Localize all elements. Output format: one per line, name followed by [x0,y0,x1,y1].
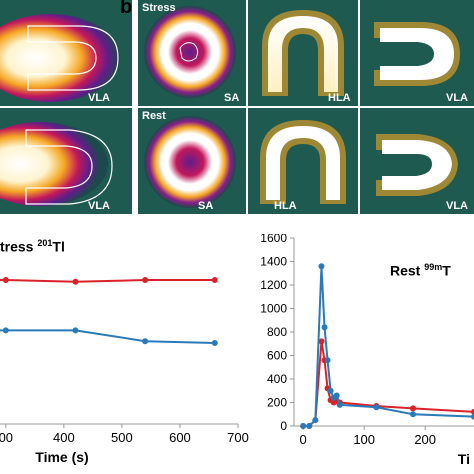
stress-hla-image [248,0,358,106]
y-tick-label: 600 [267,349,287,363]
x-tick-label: 400 [53,430,75,445]
series-point-blue [336,401,343,408]
series-point-red [72,278,79,285]
y-tick-label: 1000 [260,302,287,316]
x-axis-label: Time (s) [35,449,88,465]
series-point-blue [324,357,331,364]
x-axis-label: Ti [458,451,470,467]
view-label-rest-hla: HLA [274,200,297,212]
series-point-blue [211,340,218,346]
series-point-blue [312,417,319,424]
series-point-blue [2,327,9,334]
series-point-blue [373,404,380,411]
rest-title-end: T [442,262,451,279]
series-point-blue [333,392,340,399]
rest-row-label: Rest [142,110,166,122]
rest-vla-panel: VLA [360,108,474,214]
x-tick-label: 600 [169,430,191,445]
series-point-blue [300,423,307,429]
x-tick-label: 500 [111,430,133,445]
vla-image-rest [0,108,132,214]
series-point-blue [142,338,149,345]
x-tick-label: 200 [414,432,436,447]
y-tick-label: 1600 [260,234,287,245]
view-label-rest-sa: SA [198,200,214,212]
series-line-red [303,341,474,427]
stress-sa-image [138,0,246,106]
stress-sa-panel: Stress SA [138,0,246,106]
panel-b-letter: b [120,0,133,18]
x-tick-label: 700 [227,430,249,445]
y-tick-label: 400 [267,372,287,386]
series-point-blue [327,387,334,394]
rest-sa-image [138,108,246,214]
series-point-red [318,338,325,345]
rest-hla-image [248,108,358,214]
stress-title-main: tress [0,238,38,255]
stress-vla-image [360,0,474,106]
rest-title-main: Rest [390,262,425,279]
rest-hla-panel: HLA [248,108,358,214]
series-point-blue [318,263,325,270]
y-tick-label: 1200 [260,278,287,292]
series-point-blue [306,423,313,429]
series-point-red [2,277,9,283]
rest-title-sup: 99m [424,262,443,272]
series-point-blue [471,413,474,420]
y-tick-label: 1400 [260,255,287,269]
vla-image-stress [0,0,132,106]
rest-chart-title: Rest 99mT [390,262,451,279]
view-label-stress-sa: SA [224,92,240,104]
rest-vla-image [360,108,474,214]
panel-a-top: VLA [0,0,132,106]
series-point-blue [409,411,416,418]
series-line-red [0,279,215,283]
series-point-red [211,277,218,283]
stress-vla-panel: VLA [360,0,474,106]
series-point-red [409,405,416,412]
view-label-stress-vla: VLA [446,92,468,104]
panel-a-bottom: VLA [0,108,132,214]
y-tick-label: 200 [267,396,287,410]
rest-sa-panel: Rest SA [138,108,246,214]
series-point-red [471,408,474,415]
series-point-red [142,277,149,283]
stress-hla-panel: HLA [248,0,358,106]
series-point-blue [321,324,328,331]
x-tick-label: 0 [300,432,307,447]
stress-chart-title: tress 201Tl [0,238,65,255]
stress-row-label: Stress [142,2,176,14]
stress-title-end: Tl [52,238,65,255]
series-line-blue [0,329,215,344]
rest-chart: 0 200 400 600 800 1000 1200 1400 1600 0 100 200 Ti [260,234,474,467]
stress-title-sup: 201 [37,238,53,248]
x-tick-label: 100 [353,432,375,447]
view-label-stress-hla: HLA [328,92,351,104]
stress-chart: 00 400 500 600 700 Time (s) [0,277,249,465]
view-label-rest-vla: VLA [446,200,468,212]
y-tick-label: 0 [280,419,287,433]
series-point-blue [72,327,79,334]
view-label-vla-2: VLA [88,200,110,212]
x-tick-label: 00 [0,430,13,445]
y-tick-label: 800 [267,325,287,339]
view-label-vla-1: VLA [88,92,110,104]
